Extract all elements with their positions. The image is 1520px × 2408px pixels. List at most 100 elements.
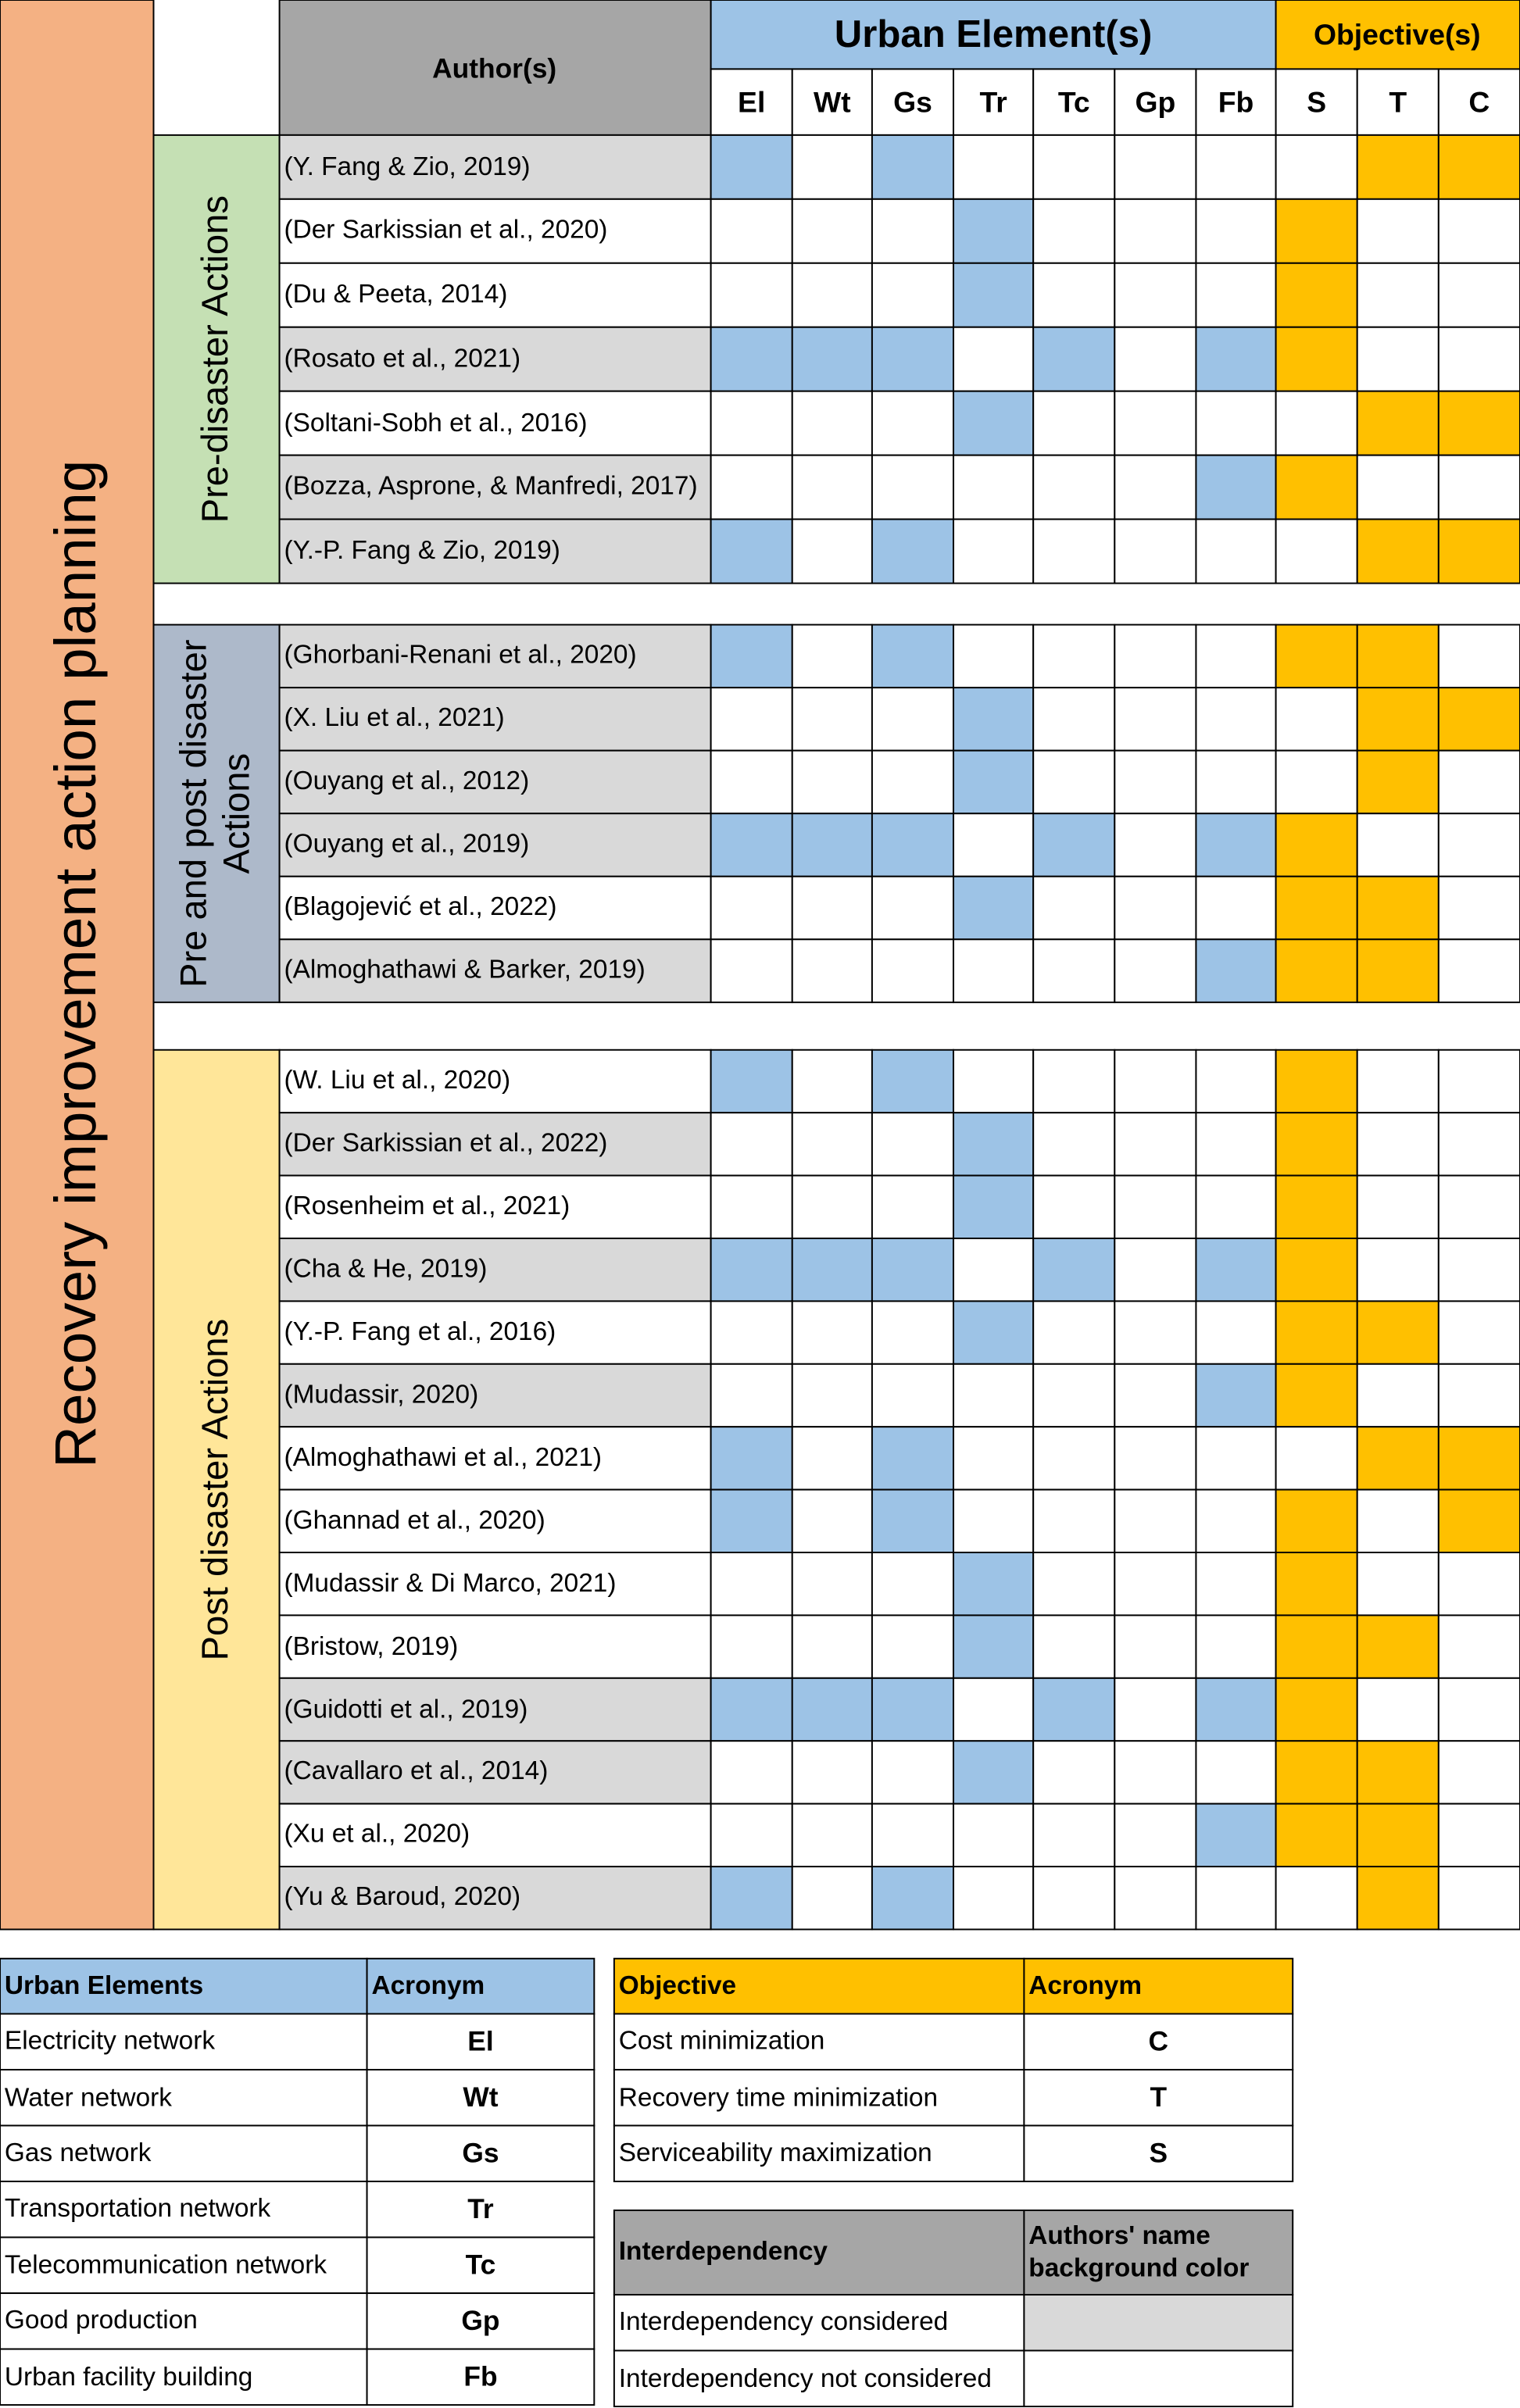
matrix-cell bbox=[1356, 326, 1440, 392]
matrix-cell bbox=[1032, 938, 1116, 1003]
matrix-cell bbox=[1356, 1112, 1440, 1177]
legend-label-box: Interdependency not considered bbox=[619, 2363, 992, 2392]
author: (Der Sarkissian et al., 2022) bbox=[284, 1128, 608, 1158]
matrix-cell bbox=[1275, 687, 1358, 752]
author-cell bbox=[278, 623, 712, 689]
matrix-cell bbox=[1195, 749, 1277, 815]
matrix-cell bbox=[791, 1740, 873, 1805]
matrix-cell bbox=[1032, 326, 1116, 392]
matrix-cell bbox=[791, 518, 873, 584]
matrix-cell bbox=[1437, 1049, 1520, 1114]
matrix-cell bbox=[1032, 454, 1116, 520]
matrix-cell bbox=[871, 1614, 955, 1679]
author: (W. Liu et al., 2020) bbox=[284, 1065, 511, 1095]
matrix-cell bbox=[1114, 262, 1197, 328]
matrix-cell bbox=[1114, 326, 1197, 392]
matrix-cell bbox=[1275, 1614, 1358, 1679]
author-cell bbox=[278, 1866, 712, 1931]
matrix-cell bbox=[953, 1614, 1035, 1679]
legend-cell bbox=[1023, 2124, 1294, 2183]
author: (Mudassir & Di Marco, 2021) bbox=[284, 1568, 617, 1598]
matrix-cell bbox=[710, 1174, 793, 1239]
author: (Cha & He, 2019) bbox=[284, 1254, 488, 1284]
authors-header-text: Author(s) bbox=[432, 54, 556, 84]
author-box: (Ghorbani-Renani et al., 2020) bbox=[284, 641, 636, 670]
matrix-cell bbox=[953, 1677, 1035, 1742]
matrix-cell bbox=[953, 1802, 1035, 1868]
matrix-cell bbox=[791, 1049, 873, 1114]
matrix-cell bbox=[1195, 1300, 1277, 1365]
matrix-cell bbox=[871, 1112, 955, 1177]
matrix-cell bbox=[1437, 1300, 1520, 1365]
matrix-cell bbox=[1356, 134, 1440, 200]
matrix-cell bbox=[1195, 1740, 1277, 1805]
matrix-cell bbox=[1437, 390, 1520, 456]
legend-header-cell bbox=[613, 1957, 1025, 2015]
matrix-cell bbox=[710, 518, 793, 584]
matrix-cell bbox=[1356, 1488, 1440, 1553]
legend-cell bbox=[613, 2069, 1025, 2127]
matrix-cell bbox=[1275, 1174, 1358, 1239]
matrix-cell bbox=[871, 262, 955, 328]
legend-label: Transportation network bbox=[4, 2194, 271, 2224]
matrix-cell bbox=[1437, 262, 1520, 328]
matrix-cell bbox=[1114, 1174, 1197, 1239]
matrix-cell bbox=[1437, 1237, 1520, 1302]
matrix-cell bbox=[1195, 198, 1277, 264]
matrix-cell bbox=[1195, 1677, 1277, 1742]
group-label-box: Pre and post disaster Actions bbox=[173, 639, 259, 988]
legend-cell bbox=[366, 2348, 595, 2406]
legend-header: Authors' name background color bbox=[1028, 2220, 1250, 2282]
author-box: (Du & Peeta, 2014) bbox=[284, 280, 507, 309]
matrix-cell bbox=[1356, 518, 1440, 584]
author-cell bbox=[278, 1802, 712, 1868]
matrix-cell bbox=[1437, 1552, 1520, 1617]
matrix-cell bbox=[1114, 749, 1197, 815]
matrix-cell bbox=[1032, 749, 1116, 815]
author: (Soltani-Sobh et al., 2016) bbox=[284, 407, 588, 437]
matrix-cell bbox=[1032, 1614, 1116, 1679]
matrix-cell bbox=[1356, 198, 1440, 264]
matrix-cell bbox=[871, 1300, 955, 1365]
matrix-cell bbox=[1032, 1552, 1116, 1617]
matrix-cell bbox=[1195, 1866, 1277, 1931]
author-cell bbox=[278, 1740, 712, 1805]
title-cell bbox=[0, 0, 155, 1931]
author-cell bbox=[278, 390, 712, 456]
matrix-cell bbox=[791, 198, 873, 264]
legend-label: Cost minimization bbox=[618, 2026, 825, 2056]
matrix-cell bbox=[710, 1740, 793, 1805]
matrix-cell bbox=[1032, 875, 1116, 941]
legend-header: Interdependency bbox=[618, 2236, 828, 2267]
matrix-cell bbox=[1195, 1802, 1277, 1868]
legend-acronym: S bbox=[1150, 2138, 1168, 2169]
legend-cell bbox=[0, 2069, 368, 2127]
matrix-cell bbox=[1114, 134, 1197, 200]
column-header bbox=[1032, 68, 1116, 136]
column-header-text: Wt bbox=[814, 85, 851, 118]
group-label: Pre and post disaster Actions bbox=[173, 639, 259, 988]
author-box: (Blagojević et al., 2022) bbox=[284, 892, 556, 921]
matrix-cell bbox=[953, 813, 1035, 877]
group-label-cell bbox=[152, 623, 281, 1003]
legend-acronym: Wt bbox=[463, 2082, 498, 2113]
legend-header-box: Interdependency bbox=[618, 2236, 828, 2267]
matrix-cell bbox=[1032, 1866, 1116, 1931]
column-header bbox=[1195, 68, 1277, 136]
matrix-cell bbox=[1114, 1363, 1197, 1428]
objectives-header-text: Objective(s) bbox=[1314, 18, 1481, 51]
matrix-cell bbox=[1195, 326, 1277, 392]
legend-acronym: T bbox=[1150, 2082, 1167, 2113]
matrix-cell bbox=[871, 1677, 955, 1742]
legend-swatch bbox=[1023, 2294, 1294, 2352]
matrix-cell bbox=[1114, 1677, 1197, 1742]
matrix-cell bbox=[1356, 1049, 1440, 1114]
matrix-cell bbox=[1275, 1677, 1358, 1742]
legend-label-box: Good production bbox=[5, 2306, 198, 2335]
matrix-cell bbox=[1437, 134, 1520, 200]
author: (Rosato et al., 2021) bbox=[284, 343, 521, 373]
matrix-cell bbox=[871, 1426, 955, 1491]
matrix-cell bbox=[871, 1488, 955, 1553]
legend-label-box: Serviceability maximization bbox=[619, 2138, 932, 2167]
